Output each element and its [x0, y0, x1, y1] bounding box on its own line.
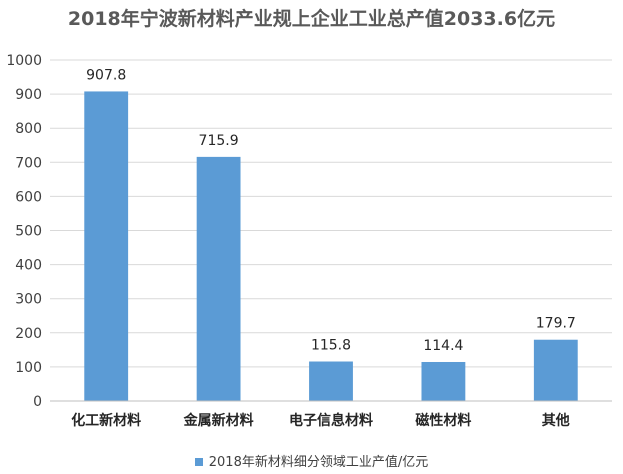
data-label: 715.9: [199, 133, 239, 149]
x-axis-categories: 化工新材料 金属新材料 电子信息材料 磁性材料 其他: [71, 412, 570, 429]
bar: [309, 361, 353, 401]
data-label: 179.7: [536, 316, 576, 332]
category-label: 金属新材料: [183, 412, 254, 429]
bars: [84, 91, 578, 402]
legend-swatch: [194, 457, 203, 466]
y-tick-label: 100: [15, 360, 42, 376]
y-tick-label: 800: [15, 121, 42, 137]
y-tick-label: 600: [15, 189, 42, 205]
y-tick-label: 500: [15, 224, 42, 240]
y-tick-label: 700: [15, 155, 42, 171]
y-tick-label: 300: [15, 292, 42, 308]
data-label: 114.4: [423, 338, 463, 354]
data-labels: 907.8 715.9 115.8 114.4 179.7: [86, 67, 576, 354]
y-tick-label: 400: [15, 258, 42, 274]
chart-title: 2018年宁波新材料产业规上企业工业总产值2033.6亿元: [67, 8, 556, 30]
category-label: 其他: [542, 412, 570, 429]
y-tick-label: 1000: [6, 53, 42, 69]
y-tick-label: 900: [15, 87, 42, 103]
bar: [421, 361, 466, 401]
y-axis-ticks: 0 100 200 300 400 500 600 700 800 900 1000: [6, 53, 42, 410]
category-label: 化工新材料: [71, 412, 141, 429]
legend-label: 2018年新材料细分领域工业产值/亿元: [208, 455, 429, 470]
data-label: 907.8: [86, 67, 126, 83]
bar: [84, 91, 129, 402]
y-tick-label: 0: [33, 394, 42, 410]
category-label: 电子信息材料: [289, 412, 373, 429]
category-label: 磁性材料: [415, 412, 471, 429]
legend: 2018年新材料细分领域工业产值/亿元: [0, 451, 623, 470]
gridlines: [50, 59, 612, 368]
bar: [533, 339, 578, 401]
y-tick-label: 200: [15, 326, 42, 342]
data-label: 115.8: [311, 338, 351, 354]
bar: [196, 156, 241, 401]
